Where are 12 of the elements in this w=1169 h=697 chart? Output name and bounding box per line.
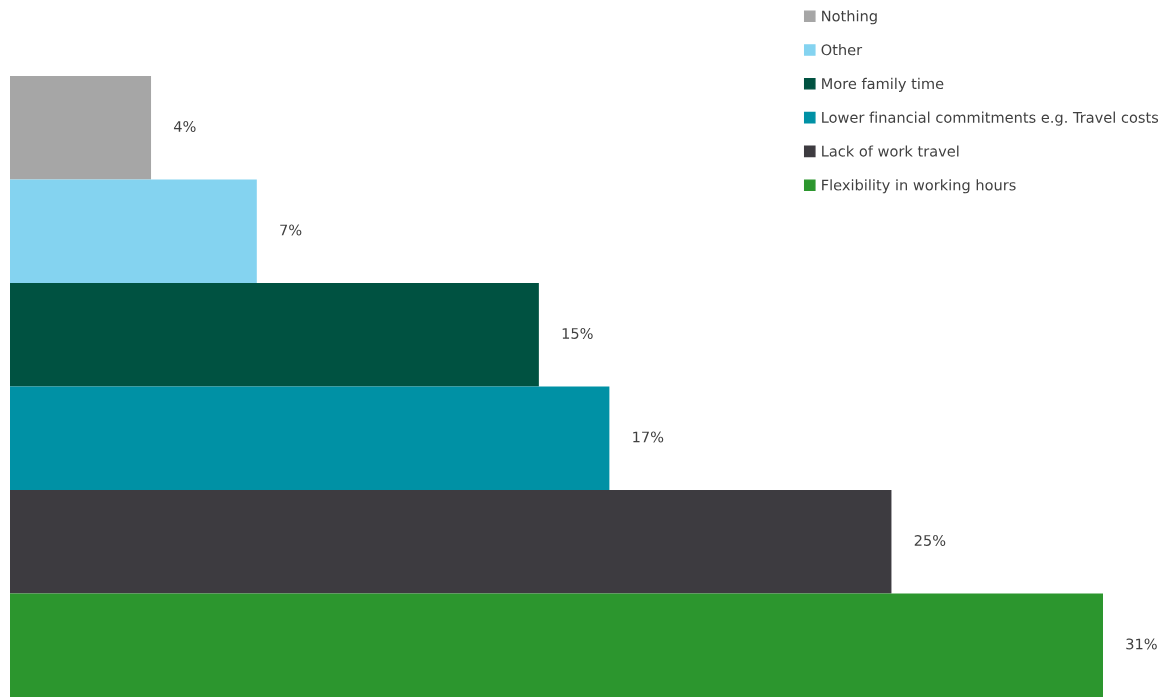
- legend-label: Other: [821, 44, 863, 56]
- data-label: 15%: [562, 327, 593, 339]
- legend-label: Nothing: [822, 10, 877, 25]
- data-label: 31%: [1126, 638, 1157, 650]
- data-label: 17%: [633, 431, 664, 443]
- legend-label: Lack of work travel: [822, 145, 959, 157]
- legend-label: Flexibility in working hours: [822, 179, 1016, 194]
- data-label: 7%: [280, 224, 302, 236]
- legend-label: Lower financial commitments e.g. Travel costs: [822, 111, 1159, 126]
- data-label: 25%: [914, 534, 946, 546]
- data-label: 4%: [173, 120, 196, 132]
- legend-label: More family time: [822, 77, 944, 92]
